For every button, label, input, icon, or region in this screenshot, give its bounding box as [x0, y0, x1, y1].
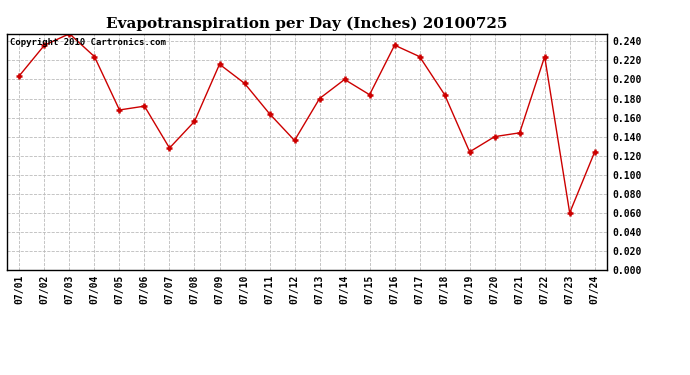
Title: Evapotranspiration per Day (Inches) 20100725: Evapotranspiration per Day (Inches) 2010… — [106, 17, 508, 31]
Text: Copyright 2010 Cartronics.com: Copyright 2010 Cartronics.com — [10, 39, 166, 48]
